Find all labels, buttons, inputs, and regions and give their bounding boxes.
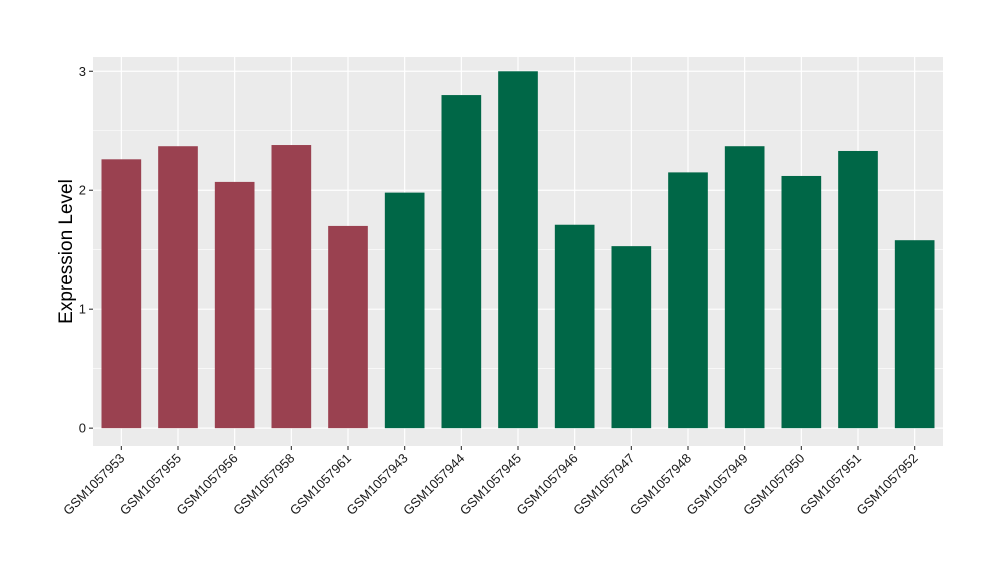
y-axis: 0 1 2 3 (79, 64, 93, 436)
bar-GSM1057948 (668, 172, 708, 429)
bar-GSM1057946 (554, 224, 595, 429)
bar-GSM1057956 (214, 181, 255, 429)
x-axis: GSM1057953GSM1057955GSM1057956GSM1057958… (60, 446, 921, 518)
bar-GSM1057958 (271, 145, 312, 429)
bar-GSM1057961 (328, 225, 368, 429)
bar-GSM1057949 (724, 146, 765, 429)
bar-GSM1057947 (611, 246, 652, 429)
bar-GSM1057953 (101, 159, 142, 429)
y-tick-label: 0 (79, 421, 86, 436)
bar-GSM1057955 (158, 146, 198, 429)
bar-GSM1057950 (781, 175, 822, 429)
y-tick-label: 2 (79, 183, 86, 198)
bar-GSM1057944 (441, 95, 482, 429)
bar-GSM1057951 (838, 150, 878, 429)
bar-GSM1057945 (498, 71, 538, 429)
y-tick-label: 3 (79, 64, 86, 79)
bar-GSM1057943 (384, 192, 425, 429)
y-axis-title: Expression Level (56, 179, 77, 324)
bars (101, 71, 935, 429)
bar-GSM1057952 (894, 240, 935, 429)
y-tick-label: 1 (79, 302, 86, 317)
